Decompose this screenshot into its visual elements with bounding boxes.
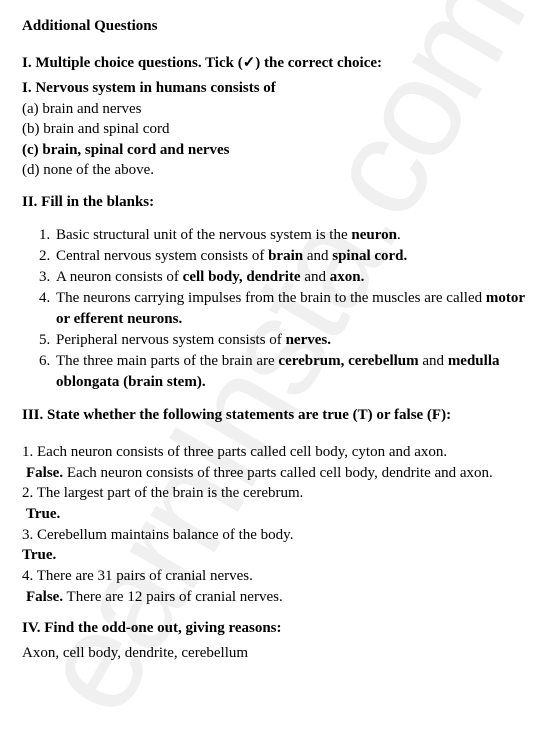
option-a: (a) brain and nerves	[22, 99, 537, 119]
fill-item-1: Basic structural unit of the nervous sys…	[54, 225, 537, 246]
fill-2-answer-2: spinal cord.	[332, 248, 407, 264]
tf-2-answer: True.	[26, 506, 60, 522]
tf-3-answer: True.	[22, 547, 56, 563]
fill-2-answer-1: brain	[268, 248, 303, 264]
option-b: (b) brain and spinal cord	[22, 119, 537, 139]
tf-1-question: 1. Each neuron consists of three parts c…	[22, 442, 537, 463]
true-false-block: 1. Each neuron consists of three parts c…	[22, 442, 537, 608]
tf-4-explanation: There are 12 pairs of cranial nerves.	[63, 589, 283, 605]
section-2-heading: II. Fill in the blanks:	[22, 194, 537, 211]
odd-one-out-text: Axon, cell body, dendrite, cerebellum	[22, 645, 537, 662]
tf-4-line: False. There are 12 pairs of cranial ner…	[22, 587, 537, 608]
section-4-heading: IV. Find the odd-one out, giving reasons…	[22, 620, 537, 637]
section-3-heading: III. State whether the following stateme…	[22, 407, 537, 424]
fill-item-6: The three main parts of the brain are ce…	[54, 351, 537, 393]
fill-5-pre: Peripheral nervous system consists of	[56, 332, 286, 348]
fill-item-5: Peripheral nervous system consists of ne…	[54, 330, 537, 351]
tf-1-line: False. Each neuron consists of three par…	[22, 463, 537, 484]
tf-3-question: 3. Cerebellum maintains balance of the b…	[22, 525, 537, 546]
fill-2-mid: and	[303, 248, 332, 264]
fill-6-mid: and	[419, 353, 448, 369]
fill-5-answer: nerves.	[286, 332, 331, 348]
tf-4-answer: False.	[26, 589, 63, 605]
option-c: (c) brain, spinal cord and nerves	[22, 140, 537, 160]
fill-4-pre: The neurons carrying impulses from the b…	[56, 290, 486, 306]
fill-6-pre: The three main parts of the brain are	[56, 353, 278, 369]
tf-4-question: 4. There are 31 pairs of cranial nerves.	[22, 566, 537, 587]
fill-2-pre: Central nervous system consists of	[56, 248, 268, 264]
fill-blanks-list: Basic structural unit of the nervous sys…	[22, 225, 537, 393]
fill-item-4: The neurons carrying impulses from the b…	[54, 288, 537, 330]
page-title: Additional Questions	[22, 18, 537, 35]
fill-6-answer-1: cerebrum, cerebellum	[278, 353, 418, 369]
question-1-stem: I. Nervous system in humans consists of	[22, 80, 537, 97]
fill-1-pre: Basic structural unit of the nervous sys…	[56, 227, 351, 243]
fill-3-answer-1: cell body, dendrite	[183, 269, 301, 285]
fill-3-pre: A neuron consists of	[56, 269, 183, 285]
tf-2-question: 2. The largest part of the brain is the …	[22, 483, 537, 504]
fill-item-2: Central nervous system consists of brain…	[54, 246, 537, 267]
fill-1-answer: neuron	[351, 227, 397, 243]
tf-1-answer: False.	[26, 465, 63, 481]
fill-3-mid: and	[301, 269, 330, 285]
section-1-heading: I. Multiple choice questions. Tick (✓) t…	[22, 53, 537, 72]
option-d: (d) none of the above.	[22, 160, 537, 180]
fill-3-answer-2: axon.	[330, 269, 365, 285]
fill-1-post: .	[397, 227, 401, 243]
fill-item-3: A neuron consists of cell body, dendrite…	[54, 267, 537, 288]
tf-1-explanation: Each neuron consists of three parts call…	[63, 465, 493, 481]
document-content: Additional Questions I. Multiple choice …	[22, 18, 537, 662]
